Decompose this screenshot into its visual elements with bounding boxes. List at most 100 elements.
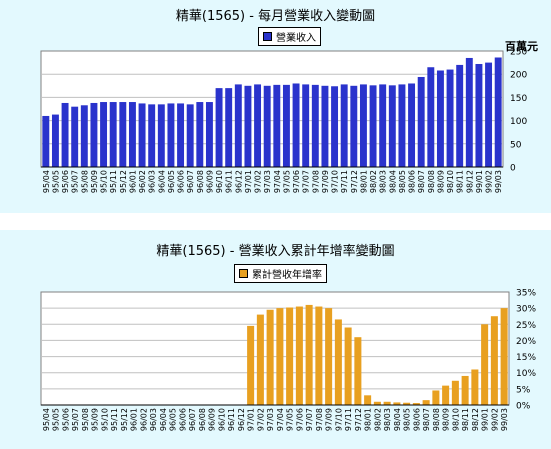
bar <box>321 85 329 167</box>
plot-area <box>40 291 510 406</box>
bar <box>471 369 479 405</box>
bar <box>215 88 223 167</box>
x-tick-label: 97/04 <box>273 170 282 193</box>
y-tick-label: 10% <box>516 369 536 379</box>
bar <box>42 115 50 167</box>
x-tick-label: 95/04 <box>42 170 51 193</box>
bar <box>379 84 387 167</box>
bar <box>80 105 88 167</box>
bar <box>247 325 255 405</box>
x-tick-label: 95/06 <box>61 408 70 431</box>
x-tick-label: 99/02 <box>490 408 499 431</box>
bar <box>61 102 69 167</box>
x-tick-label: 96/07 <box>186 170 195 193</box>
x-tick-label: 98/01 <box>364 408 373 431</box>
bar <box>225 88 233 167</box>
bar <box>494 57 502 167</box>
bar <box>315 306 323 405</box>
x-tick-label: 97/06 <box>295 408 304 431</box>
x-tick-label: 97/05 <box>286 408 295 431</box>
bar <box>292 83 300 167</box>
bar <box>465 57 473 167</box>
x-tick-label: 98/09 <box>436 170 445 193</box>
x-tick-label: 97/04 <box>276 408 285 431</box>
y-tick-label: 200 <box>510 71 527 81</box>
bar <box>412 403 420 405</box>
bar <box>427 67 435 167</box>
bar <box>383 401 391 405</box>
x-tick-label: 97/02 <box>254 170 263 193</box>
x-tick-label: 97/09 <box>325 408 334 431</box>
bar <box>417 76 425 167</box>
x-tick-label: 97/03 <box>263 170 272 193</box>
x-tick-label: 97/09 <box>321 170 330 193</box>
x-tick-label: 98/11 <box>456 170 465 193</box>
x-tick-label: 97/11 <box>344 408 353 431</box>
x-tick-label: 95/11 <box>109 170 118 193</box>
y-tick-label: 15% <box>516 353 536 363</box>
x-tick-label: 98/10 <box>451 408 460 431</box>
bar <box>403 402 411 405</box>
bar <box>436 70 444 167</box>
x-tick-label: 96/09 <box>208 408 217 431</box>
bar <box>100 102 108 167</box>
bar <box>408 83 416 167</box>
bar <box>273 84 281 167</box>
bar <box>186 104 194 167</box>
bar <box>254 84 262 167</box>
bar <box>196 102 204 167</box>
x-tick-label: 95/12 <box>120 408 129 431</box>
x-tick-label: 96/02 <box>139 408 148 431</box>
bar <box>109 102 117 167</box>
x-tick-label: 97/12 <box>350 170 359 193</box>
y-tick-label: 0% <box>516 402 531 412</box>
x-tick-label: 95/08 <box>81 408 90 431</box>
bar <box>350 85 358 167</box>
x-tick-label: 95/09 <box>90 170 99 193</box>
x-tick-label: 98/02 <box>369 170 378 193</box>
x-tick-label: 99/01 <box>475 170 484 193</box>
bar <box>334 319 342 405</box>
x-tick-label: 99/03 <box>500 408 509 431</box>
x-tick-label: 97/12 <box>354 408 363 431</box>
bar <box>393 402 401 405</box>
y-tick-label: 5% <box>516 385 531 395</box>
y-tick-label: 100 <box>510 117 527 127</box>
x-tick-label: 95/07 <box>71 408 80 431</box>
x-tick-label: 96/05 <box>167 170 176 193</box>
y-tick-label: 50 <box>510 140 522 150</box>
legend-swatch <box>239 269 248 278</box>
bar <box>422 400 430 405</box>
bar <box>311 84 319 167</box>
bar <box>71 106 79 167</box>
legend-label: 累計營收年增率 <box>252 270 322 281</box>
bar <box>205 102 213 167</box>
x-tick-label: 97/08 <box>315 408 324 431</box>
x-tick-label: 98/04 <box>388 170 397 193</box>
x-tick-label: 98/05 <box>403 408 412 431</box>
x-tick-label: 99/01 <box>481 408 490 431</box>
x-tick-label: 98/01 <box>359 170 368 193</box>
x-tick-label: 97/07 <box>302 170 311 193</box>
x-tick-label: 96/01 <box>130 408 139 431</box>
bar <box>157 104 165 167</box>
x-tick-label: 96/01 <box>128 170 137 193</box>
bar <box>295 306 303 405</box>
x-tick-label: 96/08 <box>196 170 205 193</box>
y-tick-label: 25% <box>516 321 536 331</box>
x-tick-label: 95/10 <box>100 408 109 431</box>
y-tick-label: 20% <box>516 337 536 347</box>
bar <box>302 84 310 167</box>
unit-label: 百萬元 <box>505 40 538 53</box>
bar <box>373 401 381 405</box>
bar <box>119 102 127 167</box>
cumulative-growth-chart: 0%5%10%15%20%25%30%35%95/04 95/05 95/06 95/… <box>40 289 536 431</box>
bar <box>485 62 493 167</box>
bar <box>51 114 59 167</box>
bar <box>276 308 284 405</box>
bar <box>263 85 271 167</box>
x-tick-label: 96/12 <box>237 408 246 431</box>
bar <box>446 69 454 167</box>
bar <box>388 85 396 167</box>
x-tick-label: 95/07 <box>71 170 80 193</box>
